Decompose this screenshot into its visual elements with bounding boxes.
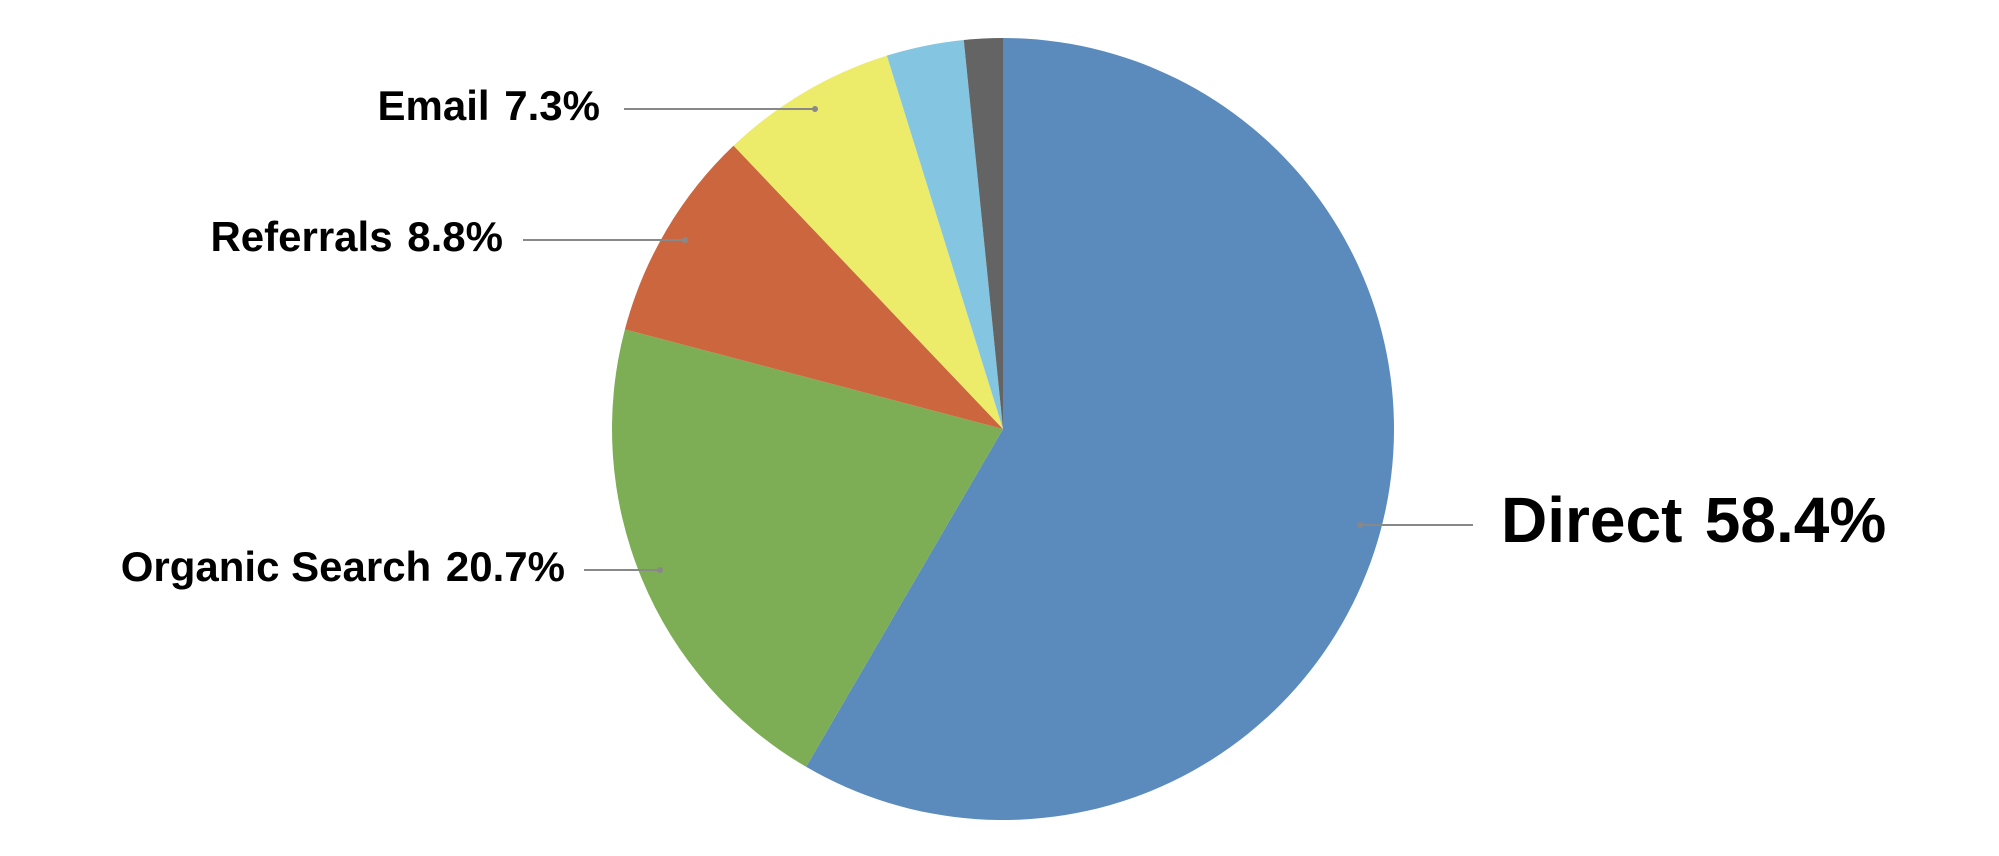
- pie-slice: [733, 55, 1003, 430]
- slice-label: Direct 58.4%: [1501, 484, 1886, 556]
- pie-slice: [963, 38, 1003, 429]
- value-label: 8.8%: [407, 213, 503, 260]
- slice-label: Email 7.3%: [378, 82, 600, 129]
- slice-label: Referrals 8.8%: [210, 213, 503, 260]
- slice-label: Organic Search 20.7%: [121, 543, 565, 590]
- category-name: Organic Search: [121, 543, 431, 590]
- pie-slice: [612, 329, 1003, 767]
- pie-slice: [806, 38, 1394, 821]
- leader-dot: [657, 567, 663, 573]
- value-label: 7.3%: [504, 82, 600, 129]
- value-label: 20.7%: [446, 543, 565, 590]
- pie-slice: [886, 39, 1003, 429]
- category-name: Direct: [1501, 484, 1682, 556]
- leader-dot: [682, 237, 688, 243]
- pie-slice: [624, 145, 1003, 429]
- leader-dot: [812, 106, 818, 112]
- category-name: Referrals: [210, 213, 392, 260]
- value-label: 58.4%: [1705, 484, 1886, 556]
- leader-dot: [1357, 522, 1363, 528]
- category-name: Email: [378, 82, 490, 129]
